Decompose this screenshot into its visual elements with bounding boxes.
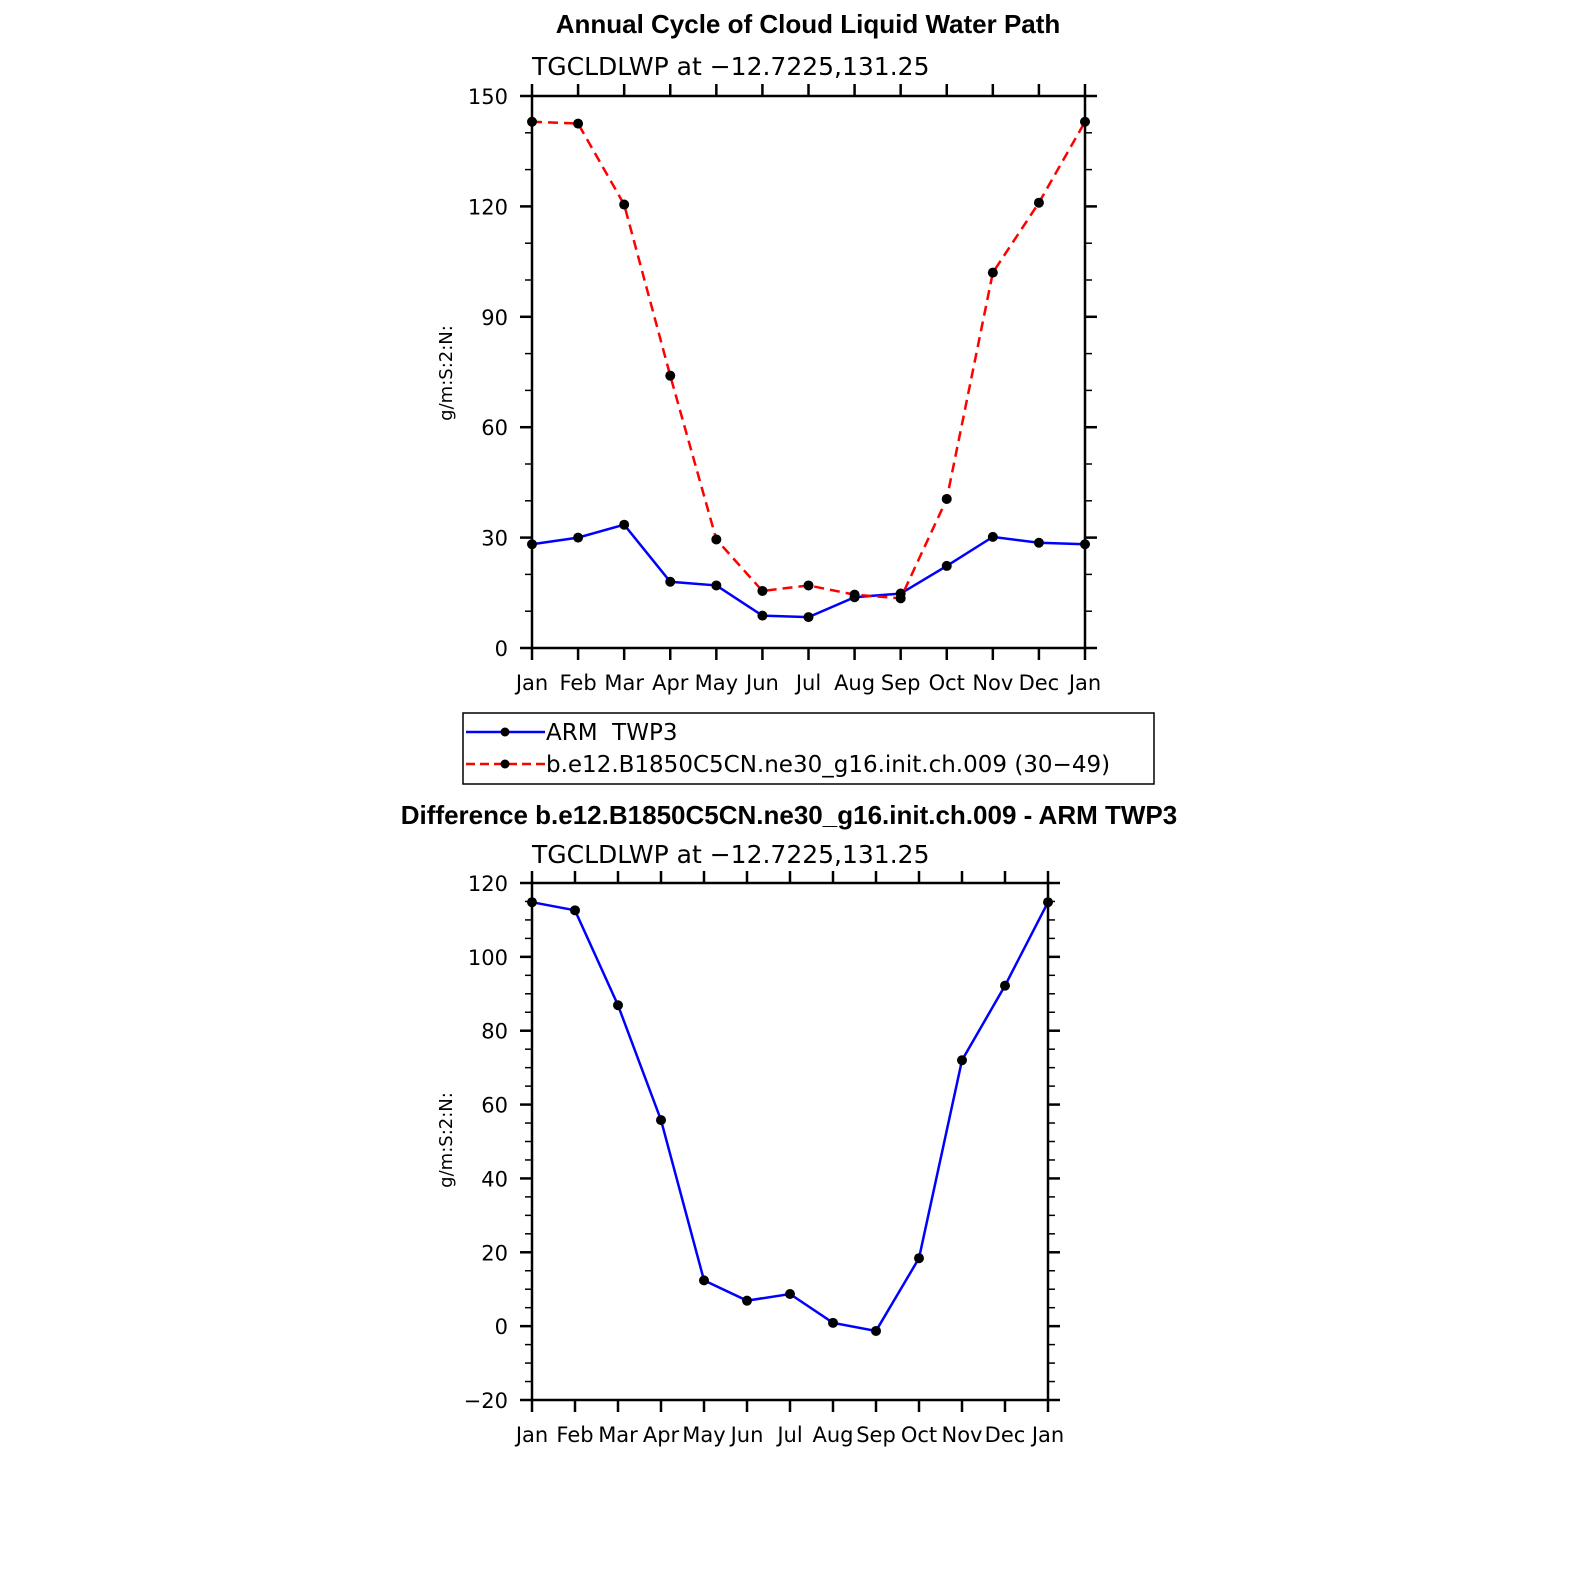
y-tick-label: 30: [481, 527, 508, 551]
data-point: [987, 267, 998, 278]
chart1-subtitle: TGCLDLWP at −12.7225,131.25: [531, 52, 929, 81]
x-tick-label: Dec: [1019, 671, 1060, 695]
y-tick-label: 120: [468, 872, 508, 896]
y-tick-label: 90: [481, 306, 508, 330]
x-tick-label: Feb: [559, 671, 596, 695]
series-line-0: [531, 900, 1050, 1333]
data-point: [619, 519, 630, 530]
x-tick-label: Aug: [834, 671, 875, 695]
chart2-y-axis-label: g/m:S:2:N:: [436, 1092, 457, 1188]
x-tick-label: Dec: [985, 1423, 1026, 1447]
x-tick-label: May: [695, 671, 738, 695]
x-tick-label: Apr: [643, 1423, 680, 1447]
data-point: [828, 1317, 838, 1328]
data-point: [699, 1275, 709, 1286]
x-tick-label: Jun: [744, 671, 779, 695]
y-tick-label: 60: [481, 416, 508, 440]
data-point: [711, 534, 722, 545]
data-point: [527, 539, 537, 550]
data-point: [619, 199, 630, 210]
legend-marker-arm: [500, 727, 510, 737]
x-tick-label: Nov: [972, 671, 1013, 695]
chart2-title: Difference b.e12.B1850C5CN.ne30_g16.init…: [401, 800, 1177, 830]
data-point: [573, 118, 584, 129]
x-tick-label: Oct: [901, 1423, 937, 1447]
y-tick-label: 60: [481, 1094, 508, 1118]
data-point: [742, 1295, 752, 1306]
chart1-y-axis-label: g/m:S:2:N:: [436, 325, 457, 421]
data-point: [785, 1289, 795, 1300]
data-point: [941, 560, 952, 571]
legend-marker-model: [500, 759, 510, 769]
x-tick-label: Jul: [775, 1423, 802, 1447]
data-point: [957, 1055, 967, 1066]
y-tick-label: −20: [464, 1389, 508, 1413]
data-point: [895, 593, 906, 604]
x-tick-label: Jan: [514, 1423, 548, 1447]
x-tick-label: Sep: [856, 1423, 896, 1447]
x-tick-label: Sep: [881, 671, 921, 695]
data-point: [665, 370, 676, 381]
x-tick-label: Feb: [556, 1423, 593, 1447]
series-line-0: [531, 523, 1086, 619]
x-tick-label: Aug: [812, 1423, 853, 1447]
data-point: [527, 897, 537, 908]
data-point: [527, 116, 537, 127]
x-tick-label: Jul: [794, 671, 821, 695]
plot-frame: [530, 881, 1050, 1402]
data-point: [665, 576, 676, 587]
x-tick-label: Jan: [514, 671, 548, 695]
x-tick-label: Jan: [1067, 671, 1101, 695]
y-tick-label: 20: [481, 1241, 508, 1265]
data-point: [1033, 197, 1044, 208]
chart1-title: Annual Cycle of Cloud Liquid Water Path: [556, 9, 1061, 39]
x-tick-label: Oct: [929, 671, 965, 695]
x-tick-label: Mar: [598, 1423, 638, 1447]
difference-chart: Difference b.e12.B1850C5CN.ne30_g16.init…: [401, 800, 1177, 1447]
data-point: [803, 580, 814, 591]
x-tick-label: Nov: [942, 1423, 983, 1447]
data-point: [656, 1115, 666, 1126]
data-point: [757, 585, 768, 596]
legend-label-arm: ARM TWP3: [546, 720, 677, 746]
x-tick-label: Apr: [652, 671, 689, 695]
y-tick-label: 100: [468, 946, 508, 970]
data-point: [1080, 539, 1090, 550]
data-point: [1080, 116, 1090, 127]
chart1-plot-area: Jan Feb Mar Apr May Jun Jul Aug Sep Oct Nov Dec Jan0…: [468, 84, 1101, 695]
y-tick-label: 0: [495, 1315, 508, 1339]
data-point: [849, 589, 860, 600]
y-tick-label: 150: [468, 85, 508, 109]
data-point: [987, 531, 998, 542]
legend-box: [462, 712, 1155, 785]
chart2-subtitle: TGCLDLWP at −12.7225,131.25: [531, 840, 929, 869]
plot-frame: [530, 94, 1087, 650]
data-point: [1043, 897, 1053, 908]
data-point: [941, 493, 952, 504]
data-point: [914, 1253, 924, 1264]
data-point: [711, 580, 722, 591]
y-tick-label: 120: [468, 195, 508, 219]
data-point: [613, 1000, 623, 1011]
y-tick-label: 80: [481, 1020, 508, 1044]
data-point: [757, 610, 768, 621]
data-point: [573, 532, 584, 543]
x-tick-label: Jan: [1030, 1423, 1064, 1447]
chart1-legend: ARM TWP3 b.e12.B1850C5CN.ne30_g16.init.c…: [462, 712, 1155, 785]
chart2-plot-area: Jan Feb Mar Apr May Jun Jul Aug Sep Oct Nov Dec Jan−…: [464, 871, 1064, 1447]
legend-label-model: b.e12.B1850C5CN.ne30_g16.init.ch.009 (30…: [546, 752, 1110, 778]
data-point: [1000, 980, 1010, 991]
data-point: [803, 612, 814, 623]
data-point: [1033, 537, 1044, 548]
x-tick-label: Mar: [604, 671, 644, 695]
data-point: [570, 905, 580, 916]
data-point: [871, 1325, 881, 1336]
annual-cycle-chart: Annual Cycle of Cloud Liquid Water Path …: [436, 9, 1155, 785]
y-tick-label: 40: [481, 1167, 508, 1191]
x-tick-label: Jun: [729, 1423, 764, 1447]
x-tick-label: May: [682, 1423, 725, 1447]
y-tick-label: 0: [495, 637, 508, 661]
